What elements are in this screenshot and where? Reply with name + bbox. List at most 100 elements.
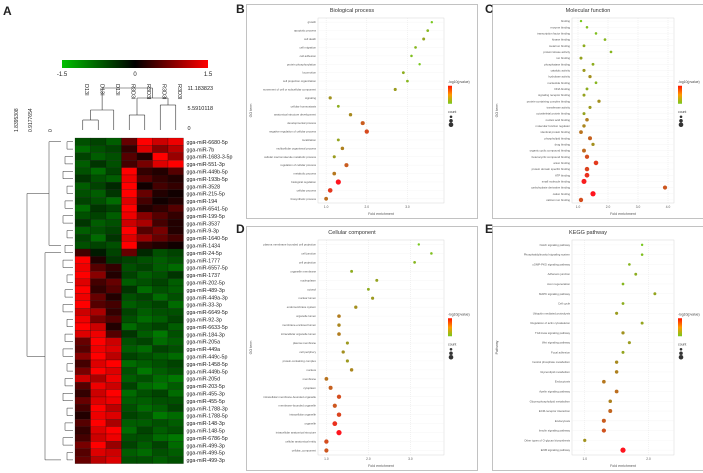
term-label: anion binding (553, 161, 570, 165)
heatmap-cell (136, 197, 153, 205)
data-point (345, 341, 349, 345)
heatmap-cell (74, 367, 91, 375)
heatmap-cell (90, 211, 107, 220)
heatmap-cell (90, 182, 107, 190)
data-point (337, 323, 341, 327)
heatmap-cell (105, 145, 122, 153)
heatmap-cell (105, 441, 122, 449)
x-tick-label: 1.0 (324, 205, 329, 209)
heatmap-cell (121, 234, 138, 242)
heatmap-cell (105, 367, 122, 375)
heatmap-cell (136, 241, 153, 250)
term-label: membrane (303, 377, 317, 381)
heatmap-cell (152, 389, 169, 398)
data-point (601, 428, 606, 433)
data-point (336, 138, 340, 142)
legend-count-title: count (448, 110, 456, 114)
heatmap-cell (167, 211, 184, 220)
data-point (332, 155, 336, 159)
heatmap-cell (152, 293, 169, 301)
heatmap-cell (167, 160, 184, 168)
heatmap-cell (167, 352, 184, 361)
heatmap-cell (152, 345, 169, 353)
heatmap-cell (74, 448, 91, 457)
panel-letter-a: A (3, 4, 12, 18)
heatmap-cell (90, 382, 107, 390)
heatmap-cell (105, 248, 122, 257)
data-point (582, 124, 586, 128)
heatmap-cell (90, 248, 107, 257)
heatmap-cell (121, 374, 138, 383)
legend-title: -log10(pvalue) (678, 80, 700, 84)
row-dendrogram-branch (64, 289, 73, 298)
heatmap-cell (74, 426, 91, 435)
heatmap-cell (74, 160, 91, 168)
heatmap-cell (105, 263, 122, 272)
row-label: gga-miR-551-3p (187, 162, 225, 168)
heatmap-cell (121, 197, 138, 205)
data-point (591, 142, 595, 147)
term-label: Adherens junction (548, 272, 571, 276)
data-point (336, 430, 342, 436)
term-label: Glycerolipid metabolism (540, 370, 570, 374)
term-label: nucleotide binding (547, 81, 570, 85)
heatmap-cell (90, 426, 107, 435)
heatmap-cell (121, 396, 138, 405)
heatmap-cell (152, 234, 169, 242)
data-point (621, 302, 625, 305)
data-point (614, 360, 619, 364)
row-label: gga-miR-1458-5p (187, 362, 228, 368)
heatmap-cell (152, 404, 169, 412)
row-label: gga-miR-6541-5p (187, 207, 228, 213)
term-label: Glycerophospholipid metabolism (530, 399, 571, 403)
term-label: protein-containing complex binding (527, 99, 571, 103)
heatmap-cell (136, 419, 153, 427)
heatmap-cell (90, 374, 107, 383)
heatmap-cell (136, 167, 153, 176)
term-label: Inositol phosphate metabolism (532, 360, 570, 364)
heatmap-cell (121, 248, 138, 257)
row-label: gga-miR-9-3p (187, 229, 219, 235)
heatmap-cell (105, 456, 122, 464)
heatmap-cell (167, 433, 184, 442)
heatmap-cell (136, 456, 153, 464)
heatmap-cell (74, 189, 91, 198)
term-label: cell adhesion (300, 54, 317, 58)
legend-title: -log10(pvalue) (678, 312, 700, 316)
heatmap-cell (74, 404, 91, 412)
data-point (609, 50, 613, 54)
heatmap-cell (167, 278, 184, 287)
row-label: gga-miR-6557-5p (187, 266, 228, 272)
heatmap-cell (74, 419, 91, 427)
heatmap-cell (105, 234, 122, 242)
heatmap-cell (105, 330, 122, 338)
row-label: gga-miR-449b-5p (187, 170, 228, 176)
term-label: cation binding (553, 192, 571, 196)
row-label: gga-miR-24-5p (187, 251, 222, 257)
heatmap-cell (74, 234, 91, 242)
legend-size-dot (679, 347, 683, 351)
heatmap-cell (152, 197, 169, 205)
x-axis-title: Fold enrichment (368, 464, 394, 468)
heatmap-cell (152, 226, 169, 235)
row-dendrogram-branch (64, 156, 73, 165)
term-label: movement of cell or subcellular componen… (263, 87, 316, 91)
heatmap-cell (90, 137, 107, 146)
heatmap-cell (90, 278, 107, 287)
term-label: binding (561, 19, 570, 23)
heatmap-cell (90, 345, 107, 353)
data-point (587, 136, 593, 141)
heatmap-cell (90, 271, 107, 279)
term-label: developmental process (287, 121, 316, 125)
data-point (410, 54, 413, 58)
row-dendrogram-branch (62, 304, 73, 313)
heatmap-cell (152, 182, 169, 190)
data-point (324, 376, 329, 381)
data-point (418, 63, 421, 66)
heatmap-cell (167, 411, 184, 420)
row-label: gga-miR-449b-5p (187, 369, 228, 375)
heatmap-cell (121, 152, 138, 161)
heatmap-cell (152, 426, 169, 435)
term-label: cell projection (299, 260, 317, 264)
x-tick-label: 3.0 (408, 457, 413, 461)
